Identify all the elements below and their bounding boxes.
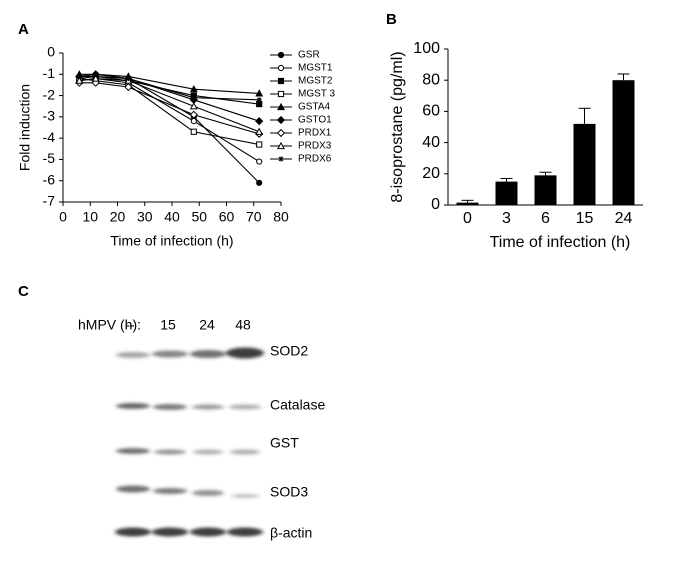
legend-marker — [277, 64, 285, 72]
y-tick-label: 80 — [422, 71, 440, 88]
bar — [456, 202, 479, 205]
y-tick-label: 40 — [422, 134, 440, 151]
x-tick-label: 24 — [615, 210, 633, 227]
legend-label: MGST2 — [298, 76, 333, 87]
legend-marker — [276, 128, 286, 138]
x-tick-label: 20 — [110, 209, 126, 225]
legend-label: GSTA4 — [298, 102, 330, 113]
x-tick-label: 10 — [82, 209, 98, 225]
marker — [76, 73, 82, 80]
x-axis-title: Time of infection (h) — [110, 233, 233, 249]
marker — [256, 97, 262, 103]
bar — [534, 175, 557, 205]
band-label: β-actin — [270, 525, 312, 541]
y-axis-title: Fold induction — [17, 84, 33, 171]
legend-marker — [278, 156, 284, 162]
marker — [125, 75, 131, 82]
legend-label: PRDX6 — [298, 154, 332, 165]
x-tick-label: 60 — [219, 209, 235, 225]
series-line — [79, 77, 260, 133]
legend-marker — [276, 115, 286, 125]
panel-label: B — [386, 11, 397, 28]
legend-label: PRDX3 — [298, 141, 332, 152]
y-tick-label: -6 — [43, 171, 56, 187]
marker — [189, 110, 198, 119]
bar — [495, 181, 518, 205]
marker — [124, 82, 133, 92]
y-tick-label: -1 — [43, 65, 56, 81]
blot-header: hMPV (h): — [78, 317, 141, 333]
panel-label: C — [18, 283, 29, 300]
bar — [612, 80, 635, 205]
legend-label: MGST 3 — [298, 89, 335, 100]
marker — [190, 128, 197, 135]
y-tick-label: -7 — [43, 193, 56, 209]
marker — [91, 78, 100, 87]
marker — [256, 179, 263, 186]
x-tick-label: 30 — [137, 209, 153, 225]
y-tick-label: 0 — [431, 196, 440, 213]
marker — [255, 117, 264, 126]
y-axis-title: 8-isoprostane (pg/ml) — [389, 51, 406, 202]
marker — [91, 74, 100, 82]
x-tick-label: 50 — [191, 209, 207, 225]
series-line — [79, 77, 260, 146]
legend-label: MGST1 — [298, 63, 333, 74]
blot-image — [115, 347, 264, 537]
x-tick-label: 6 — [541, 210, 550, 227]
x-tick-label: 80 — [273, 209, 289, 225]
x-axis-title: Time of infection (h) — [490, 234, 631, 251]
bar — [573, 123, 596, 205]
marker — [255, 127, 264, 135]
x-tick-label: 0 — [463, 210, 472, 227]
legend-marker — [277, 77, 285, 85]
legend-label: PRDX1 — [298, 128, 332, 139]
marker — [189, 102, 198, 110]
lane-label: 24 — [199, 317, 215, 333]
x-tick-label: 40 — [164, 209, 180, 225]
band-label: SOD3 — [270, 484, 308, 500]
marker — [75, 76, 84, 84]
marker — [255, 89, 264, 97]
legend-label: GSTO1 — [298, 115, 332, 126]
marker — [256, 141, 263, 148]
x-tick-label: 70 — [246, 209, 262, 225]
legend-marker — [277, 90, 285, 98]
panel-label: A — [18, 21, 29, 38]
y-tick-label: 60 — [422, 103, 440, 120]
legend-marker — [277, 51, 285, 59]
lane-label: -- — [125, 317, 135, 333]
band-label: SOD2 — [270, 343, 308, 359]
x-tick-label: 3 — [502, 210, 511, 227]
legend-marker — [277, 102, 285, 111]
y-tick-label: 20 — [422, 165, 440, 182]
legend-marker — [277, 141, 285, 150]
band-label: GST — [270, 435, 299, 451]
x-tick-label: 0 — [59, 209, 67, 225]
y-tick-label: 0 — [47, 44, 55, 60]
marker — [190, 118, 197, 125]
legend-label: GSR — [298, 50, 320, 61]
marker — [191, 95, 197, 101]
marker — [256, 158, 263, 165]
marker — [93, 71, 99, 77]
y-tick-label: -5 — [43, 150, 56, 166]
marker — [189, 85, 198, 93]
lane-label: 48 — [235, 317, 251, 333]
band-label: Catalase — [270, 397, 325, 413]
lane-label: 15 — [160, 317, 176, 333]
x-tick-label: 15 — [576, 210, 594, 227]
y-tick-label: -2 — [43, 86, 56, 102]
y-tick-label: -3 — [43, 108, 56, 124]
y-tick-label: 100 — [413, 40, 440, 57]
y-tick-label: -4 — [43, 129, 56, 145]
